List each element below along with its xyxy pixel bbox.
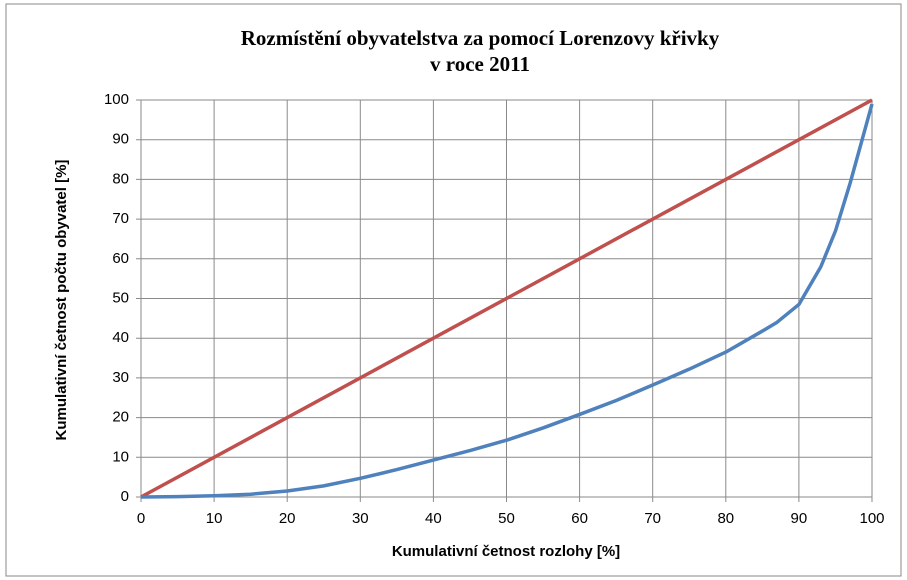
- line-series: [140, 98, 873, 499]
- x-tick-label: 70: [644, 510, 661, 527]
- x-tick-label: 100: [859, 510, 884, 527]
- y-tick-label: 80: [112, 170, 129, 187]
- x-tick-label: 90: [791, 510, 808, 527]
- y-axis-label: Kumulativní četnost počtu obyvatel [%]: [53, 160, 70, 441]
- plot-border: [140, 99, 873, 498]
- line-series: [140, 103, 874, 499]
- x-tick-label: 0: [137, 510, 145, 527]
- chart-frame: [5, 3, 902, 577]
- x-tick-label: 60: [571, 510, 588, 527]
- x-tick-label: 80: [717, 510, 734, 527]
- y-tick-label: 20: [112, 409, 129, 426]
- y-tick-label: 40: [112, 329, 129, 346]
- x-tick-label: 50: [498, 510, 515, 527]
- y-tick-label: 10: [112, 448, 129, 465]
- y-tick-label: 70: [112, 210, 129, 227]
- chart-title: Rozmístění obyvatelstva za pomocí Lorenz…: [241, 26, 720, 50]
- y-tick-label: 60: [112, 250, 129, 267]
- x-tick-label: 20: [279, 510, 296, 527]
- x-tick-label: 30: [352, 510, 369, 527]
- y-tick-label: 100: [104, 91, 129, 108]
- y-tick-label: 50: [112, 289, 129, 306]
- y-tick-label: 30: [112, 369, 129, 386]
- y-tick-label: 0: [121, 488, 129, 505]
- chart-title: v roce 2011: [430, 52, 530, 76]
- x-tick-label: 40: [425, 510, 442, 527]
- x-axis-label: Kumulativní četnost rozlohy [%]: [392, 543, 620, 560]
- y-tick-label: 90: [112, 131, 129, 148]
- x-tick-label: 10: [206, 510, 223, 527]
